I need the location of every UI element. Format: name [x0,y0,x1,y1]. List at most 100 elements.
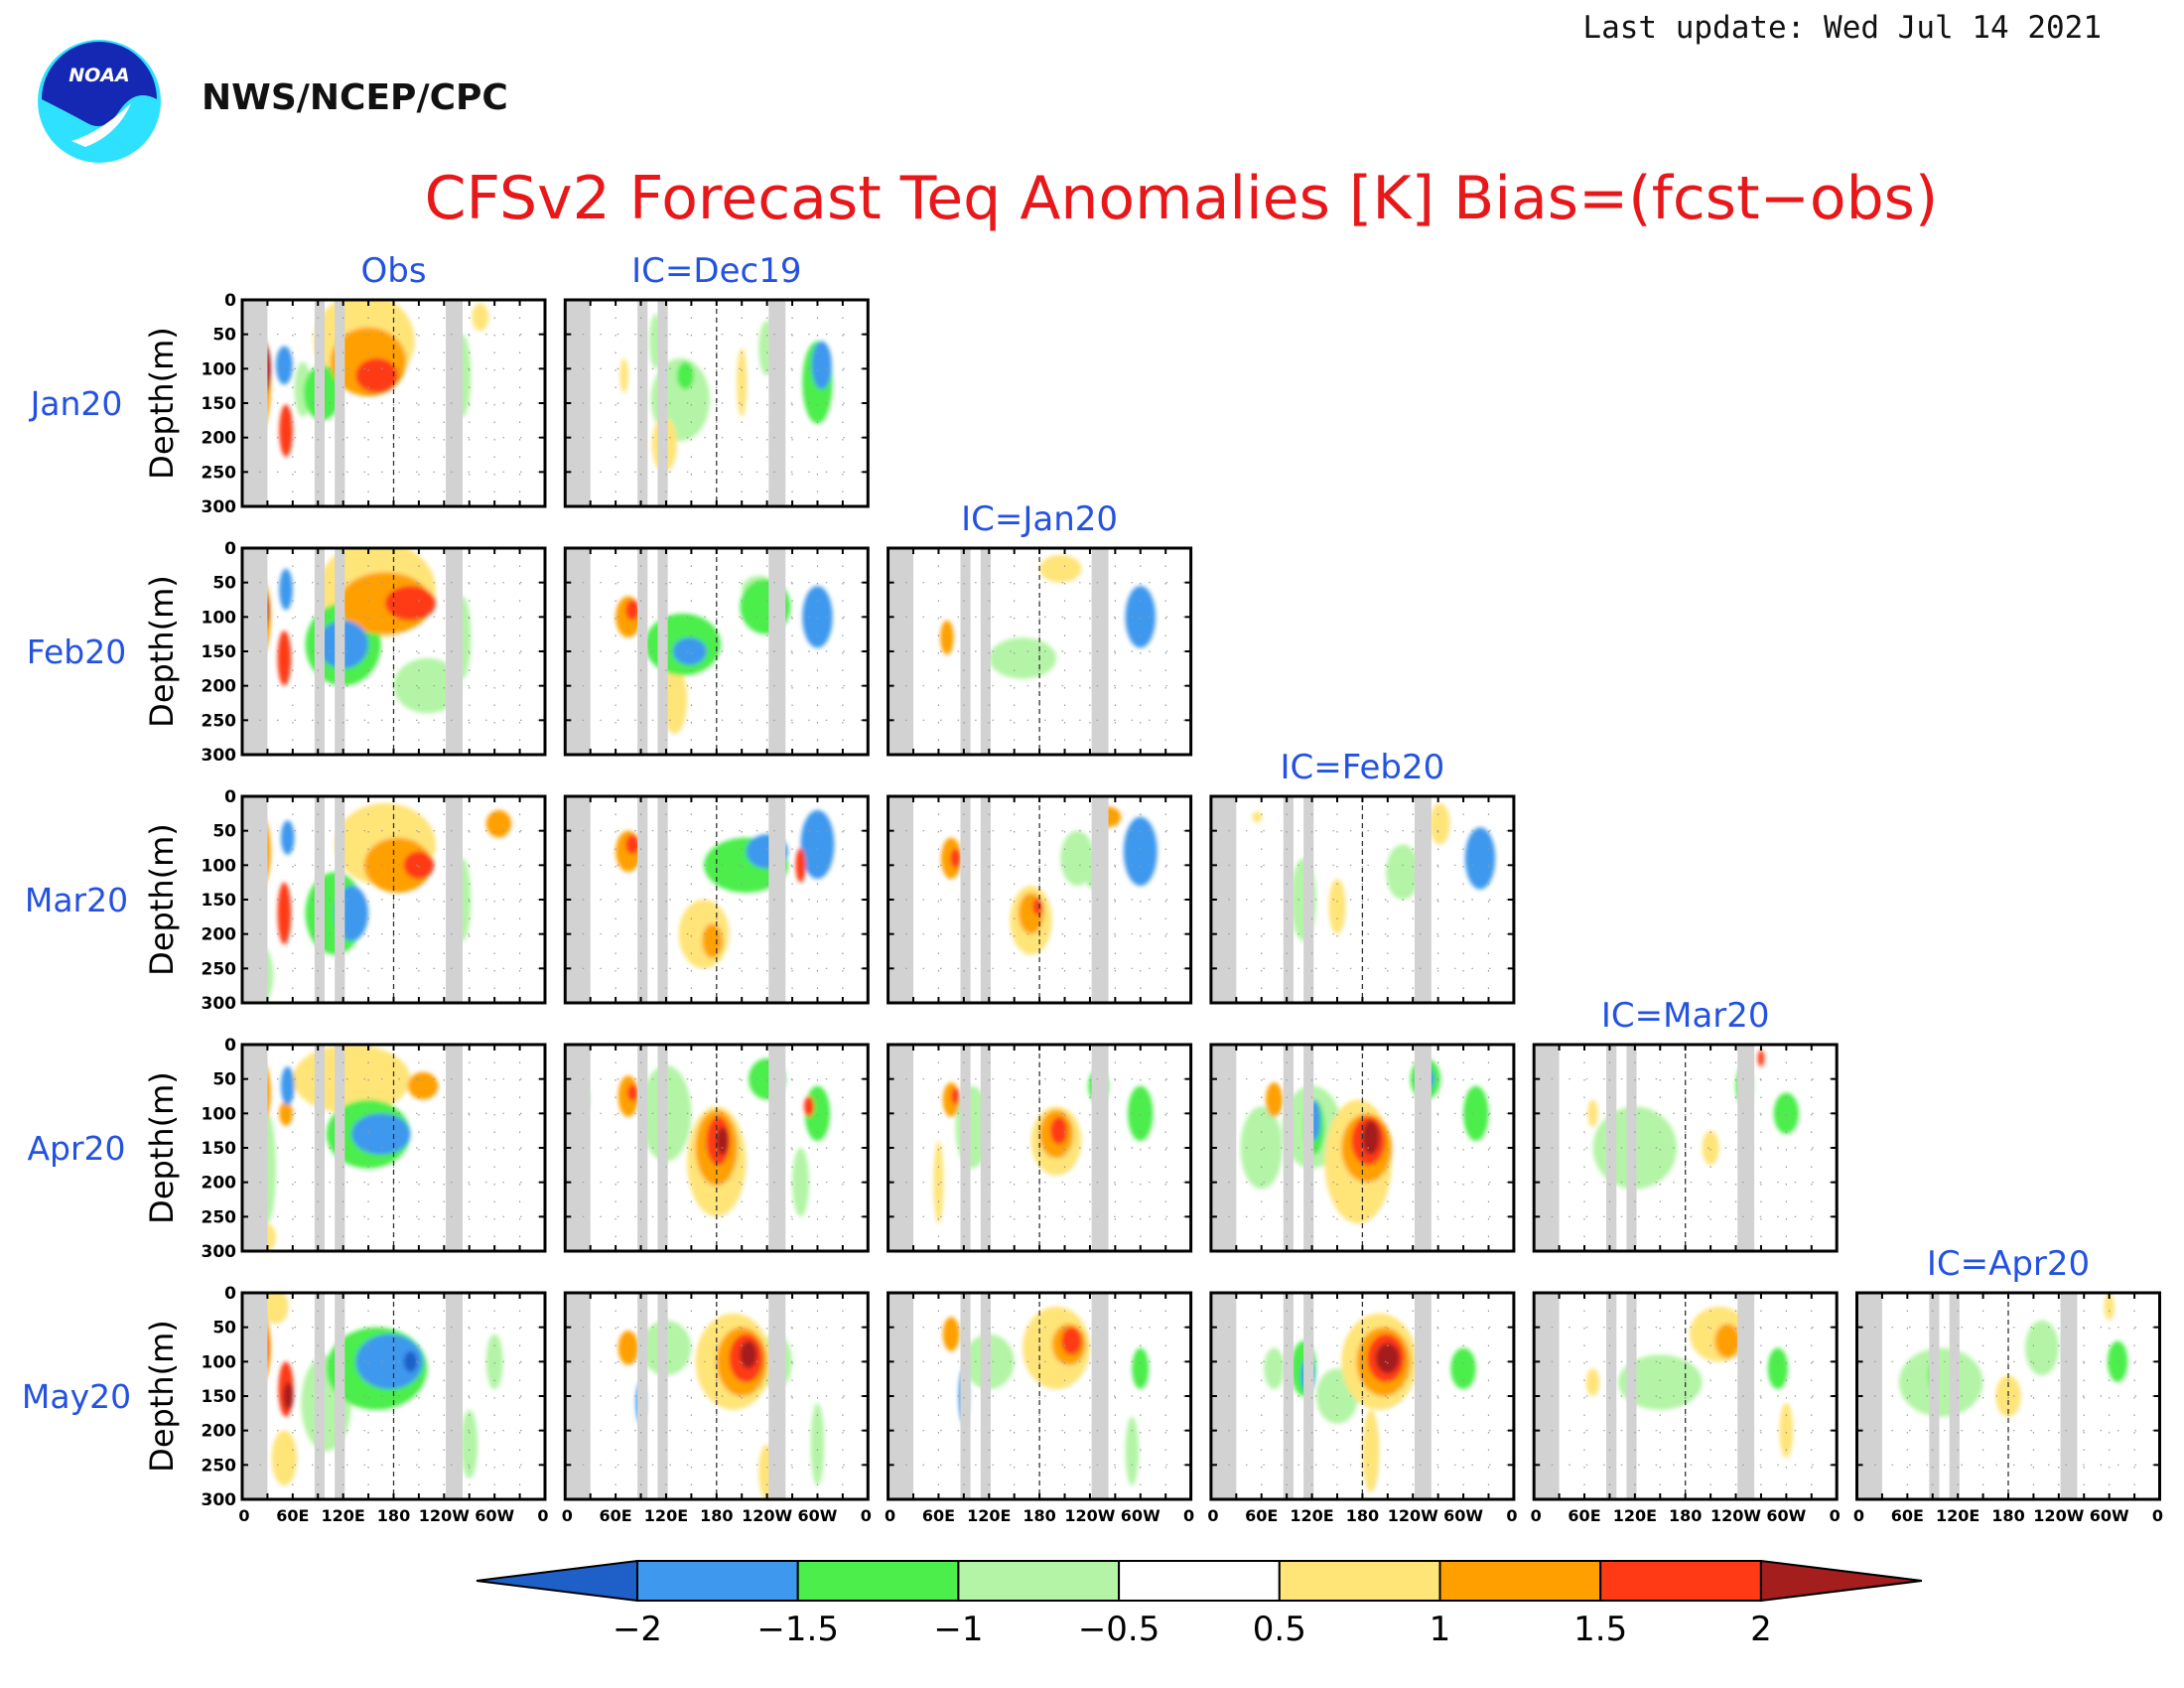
row-label-jan20: Jan20 [29,384,123,423]
x-tick-label: 60W [2090,1506,2129,1525]
anomaly-region [661,664,688,735]
x-tick-label: 120W [1064,1506,1115,1525]
x-tick-label: 0 [1207,1506,1218,1525]
land-band [1737,1293,1755,1499]
anomaly-region [811,341,832,390]
anomaly-region [1362,1120,1380,1155]
x-tick-label: 60W [798,1506,838,1525]
anomaly-region [280,1066,295,1106]
anomaly-region [1450,1347,1476,1390]
x-tick-label: 0 [238,1506,249,1525]
anomaly-region [1032,898,1043,915]
x-tick-label: 0 [885,1506,895,1525]
land-band [1858,1293,1882,1499]
land-band [889,796,914,1003]
anomaly-region [393,657,462,714]
x-tick-label: 120E [644,1506,688,1525]
colorbar-label: 2 [1750,1610,1772,1649]
land-band [314,300,326,506]
land-band [566,300,591,506]
anomaly-region [626,1084,638,1101]
anomaly-region [1362,1409,1380,1493]
anomaly-region [933,1141,944,1224]
anomaly-region [625,600,639,621]
panel-may20-5 [1855,1291,2161,1501]
anomaly-region [617,1331,639,1365]
y-axis-title: Depth(m) [143,575,181,728]
anomaly-region [1123,816,1158,887]
y-tick-label: 250 [202,1456,237,1476]
panel-jan20-0: 0 50 100 150 200 250 300 Depth(m) [143,291,547,517]
land-band [1212,1293,1237,1499]
colorbar-swatch [1278,1560,1441,1602]
anomaly-region [279,404,293,458]
y-axis-title: Depth(m) [143,1071,181,1224]
x-tick-label: 60E [276,1506,309,1525]
anomaly-region [1375,1342,1400,1374]
anomaly-region [363,837,432,894]
y-tick-label: 300 [202,497,237,517]
land-band [657,1293,668,1499]
last-update-label: Last update: Wed Jul 14 2021 [1582,10,2102,46]
anomaly-region [1898,1347,1983,1417]
land-band [446,796,463,1003]
x-tick-label: 60W [1121,1506,1160,1525]
y-tick-label: 250 [202,959,237,979]
anomaly-region [279,568,293,611]
y-tick-label: 150 [202,394,237,414]
panel-may20-2 [887,1291,1193,1501]
y-tick-label: 250 [202,1207,237,1227]
panel-may20-1 [563,1291,870,1501]
y-tick-label: 100 [202,856,237,876]
x-tick-label: 0 [562,1506,573,1525]
y-tick-label: 100 [202,608,237,628]
land-band [446,1045,463,1251]
anomaly-region [810,1402,825,1486]
land-band [1949,1293,1960,1499]
land-band [243,796,268,1003]
anomaly-region [1132,1347,1150,1390]
land-band [768,1045,786,1251]
colorbar-label: −2 [613,1610,662,1649]
land-band [446,548,463,755]
land-band [314,796,326,1003]
land-band [1091,1045,1109,1251]
x-tick-label: 120E [1290,1506,1333,1525]
anomaly-region [1386,844,1421,900]
colorbar-swatch [796,1560,960,1602]
y-tick-label: 0 [224,1036,236,1055]
land-band [980,1045,991,1251]
land-band [566,796,591,1003]
anomaly-region [702,923,723,958]
y-tick-label: 200 [202,677,237,697]
colorbar-swatch [636,1560,799,1602]
panel-apr20-1 [563,1043,870,1253]
land-band [335,300,345,506]
panel-may20-4 [1532,1291,1839,1501]
y-tick-label: 200 [202,1422,237,1442]
colorbar-swatch [957,1560,1121,1602]
land-band [889,1045,914,1251]
land-band [1283,796,1294,1003]
anomaly-region [940,620,954,655]
colorbar-arrow-low [476,1559,638,1603]
anomaly-region [1128,1085,1154,1142]
y-tick-label: 0 [224,539,236,559]
land-band [335,1293,345,1499]
panel-mar20-0: 0 50 100 150 200 250 300 Depth(m) [143,787,547,1014]
x-tick-label: 180 [377,1506,410,1525]
x-tick-label: 180 [1991,1506,2024,1525]
panel-feb20-0: 0 50 100 150 200 250 300 Depth(m) [143,539,547,766]
land-band [1929,1293,1940,1499]
land-band [980,796,991,1003]
x-tick-label: 180 [1023,1506,1055,1525]
y-tick-label: 50 [212,574,236,594]
anomaly-region [1463,1085,1489,1142]
row-label-feb20: Feb20 [27,633,126,671]
logo-text: NOAA [68,65,129,86]
column-title-5: IC=Apr20 [1927,1244,2090,1284]
column-title-2: IC=Jan20 [961,499,1118,539]
anomaly-region [472,303,489,332]
y-tick-label: 250 [202,711,237,731]
land-band [1606,1045,1617,1251]
